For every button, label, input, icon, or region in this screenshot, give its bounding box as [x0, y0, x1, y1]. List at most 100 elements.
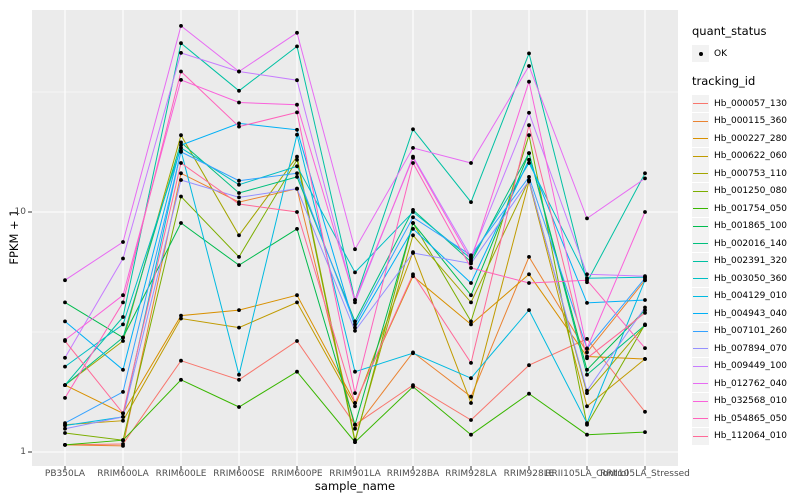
- data-point: [295, 110, 299, 115]
- data-point: [585, 216, 589, 221]
- data-point: [237, 202, 241, 206]
- legend-color-line-icon: [693, 418, 708, 420]
- data-point: [527, 308, 531, 312]
- data-point: [179, 133, 183, 138]
- legend-key-swatch: [692, 427, 709, 445]
- data-point: [527, 151, 531, 156]
- legend-item: Hb_000115_360: [692, 112, 800, 130]
- data-point: [121, 293, 125, 298]
- legend-key-swatch: [692, 165, 709, 182]
- data-point: [643, 171, 647, 176]
- data-point: [179, 171, 183, 176]
- legend-item-label: Hb_003050_360: [714, 273, 788, 284]
- data-point: [179, 178, 183, 182]
- data-point: [527, 51, 531, 56]
- data-point: [295, 154, 299, 159]
- legend-color-line-icon: [693, 383, 708, 385]
- legend-key-swatch: [692, 340, 709, 357]
- legend-item: Hb_054865_050: [692, 410, 800, 427]
- data-point: [469, 322, 473, 327]
- legend-tracking-id-title: tracking_id: [692, 74, 756, 88]
- data-point: [469, 418, 473, 422]
- data-point: [353, 325, 357, 330]
- y-axis-title: FPKM + 1: [7, 209, 21, 265]
- data-point: [295, 175, 299, 179]
- data-point: [179, 69, 183, 74]
- data-point: [469, 255, 473, 259]
- legend-color-line-icon: [693, 173, 708, 175]
- data-point: [179, 358, 183, 363]
- data-point: [237, 233, 241, 238]
- legend-color-line-icon: [693, 330, 708, 332]
- data-point: [63, 300, 67, 305]
- legend-color-line-icon: [693, 348, 708, 350]
- data-point: [295, 164, 299, 169]
- data-point: [353, 322, 357, 327]
- data-point: [295, 78, 299, 83]
- data-point: [643, 323, 647, 327]
- data-point: [237, 377, 241, 382]
- data-point: [411, 251, 415, 255]
- data-point: [411, 210, 415, 214]
- data-point: [179, 51, 183, 55]
- data-point: [237, 255, 241, 259]
- legend-item: Hb_007894_070: [692, 340, 800, 357]
- legend-item: Hb_000057_130: [692, 95, 800, 112]
- data-point: [411, 156, 415, 160]
- data-point: [121, 256, 125, 261]
- data-point: [353, 391, 357, 395]
- data-point: [527, 157, 531, 162]
- legend-item-label: Hb_007894_070: [714, 343, 788, 354]
- data-point: [585, 350, 589, 355]
- legend-item-label: Hb_007101_260: [714, 326, 788, 336]
- data-point: [643, 308, 647, 312]
- legend-item-label: Hb_002016_140: [714, 238, 788, 249]
- legend-key-swatch: [692, 410, 709, 427]
- data-point: [237, 308, 241, 312]
- data-point: [527, 175, 531, 179]
- data-point: [179, 140, 183, 145]
- data-point: [353, 426, 357, 431]
- legend-key-swatch: [692, 130, 709, 147]
- data-point: [353, 401, 357, 405]
- data-point: [585, 346, 589, 351]
- data-point: [63, 431, 67, 435]
- data-point: [527, 363, 531, 368]
- legend-item-label: Hb_009449_100: [714, 361, 788, 371]
- legend-item-label: Hb_054865_050: [714, 413, 788, 424]
- data-point: [179, 161, 183, 165]
- data-point: [411, 227, 415, 231]
- ok-point-key: [692, 45, 709, 62]
- data-point: [237, 191, 241, 195]
- data-point: [411, 161, 415, 165]
- legend-key-swatch: [692, 305, 709, 322]
- data-point: [179, 316, 183, 321]
- data-point: [63, 339, 67, 343]
- legend-color-line-icon: [693, 295, 708, 297]
- data-point: [121, 418, 125, 423]
- data-point: [411, 221, 415, 225]
- data-point: [179, 41, 183, 46]
- data-point: [585, 337, 589, 341]
- data-point: [469, 281, 473, 285]
- legend-key-swatch: [692, 252, 709, 270]
- data-point: [469, 161, 473, 165]
- x-tick-label-RRIM600LA: RRIM600LA: [97, 469, 149, 479]
- data-point: [237, 325, 241, 330]
- legend-item-label: Hb_001250_080: [714, 186, 788, 196]
- legend-item-label: Hb_001865_100: [714, 221, 788, 231]
- legend-item: Hb_012762_040: [692, 375, 800, 392]
- data-point: [527, 123, 531, 128]
- legend-key-swatch: [692, 357, 709, 375]
- data-point: [179, 313, 183, 318]
- x-tick-label-RRIM901LA: RRIM901LA: [329, 469, 381, 479]
- legend-item-label: Hb_004943_040: [714, 308, 788, 319]
- legend-key-swatch: [692, 95, 709, 112]
- data-point: [469, 432, 473, 437]
- data-point: [179, 377, 183, 382]
- data-point: [179, 143, 183, 148]
- data-point: [585, 372, 589, 377]
- legend-color-line-icon: [693, 120, 708, 122]
- data-point: [237, 121, 241, 126]
